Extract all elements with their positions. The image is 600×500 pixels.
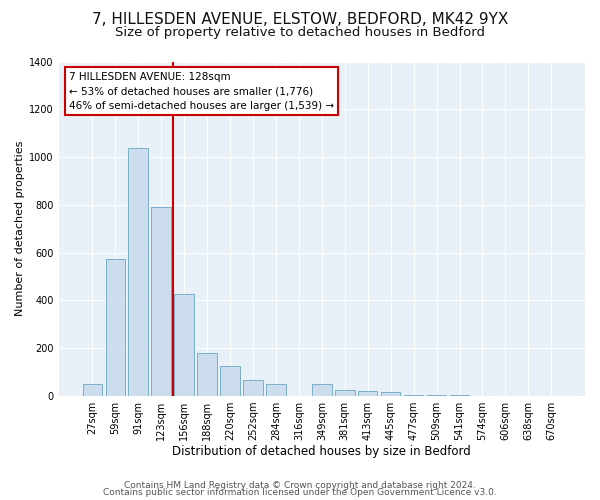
Bar — [243, 380, 263, 396]
Bar — [128, 148, 148, 396]
Bar — [266, 384, 286, 396]
Bar — [358, 391, 377, 396]
Text: Contains HM Land Registry data © Crown copyright and database right 2024.: Contains HM Land Registry data © Crown c… — [124, 481, 476, 490]
Bar — [404, 395, 424, 396]
Bar — [175, 294, 194, 396]
Bar — [151, 207, 171, 396]
Text: 7 HILLESDEN AVENUE: 128sqm
← 53% of detached houses are smaller (1,776)
46% of s: 7 HILLESDEN AVENUE: 128sqm ← 53% of deta… — [69, 72, 334, 111]
X-axis label: Distribution of detached houses by size in Bedford: Distribution of detached houses by size … — [172, 444, 471, 458]
Bar — [312, 384, 332, 396]
Text: 7, HILLESDEN AVENUE, ELSTOW, BEDFORD, MK42 9YX: 7, HILLESDEN AVENUE, ELSTOW, BEDFORD, MK… — [92, 12, 508, 28]
Text: Size of property relative to detached houses in Bedford: Size of property relative to detached ho… — [115, 26, 485, 39]
Bar — [197, 354, 217, 396]
Bar — [381, 392, 400, 396]
Bar — [220, 366, 240, 396]
Bar — [106, 258, 125, 396]
Bar — [83, 384, 102, 396]
Bar — [335, 390, 355, 396]
Text: Contains public sector information licensed under the Open Government Licence v3: Contains public sector information licen… — [103, 488, 497, 497]
Y-axis label: Number of detached properties: Number of detached properties — [15, 141, 25, 316]
